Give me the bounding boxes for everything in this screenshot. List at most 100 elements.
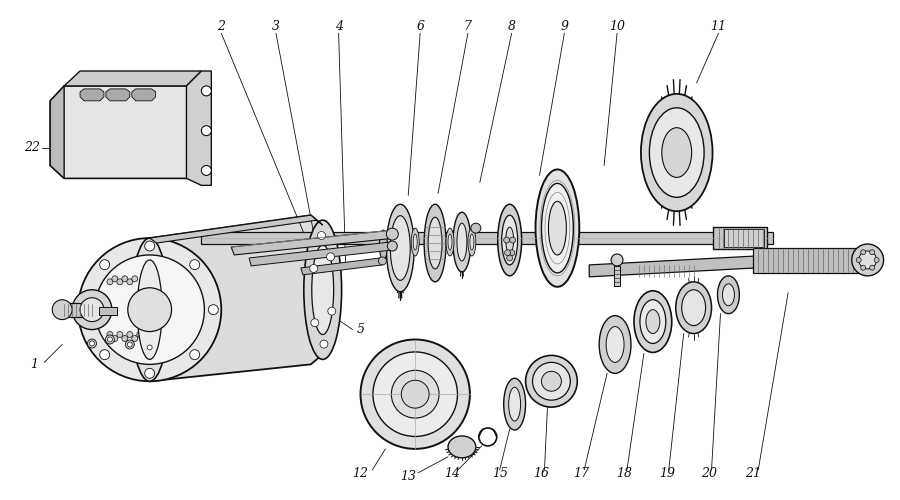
Text: 18: 18 bbox=[616, 468, 632, 480]
Circle shape bbox=[105, 335, 114, 344]
Circle shape bbox=[851, 244, 884, 276]
Ellipse shape bbox=[641, 94, 713, 211]
Circle shape bbox=[107, 279, 112, 285]
Ellipse shape bbox=[542, 372, 562, 391]
Circle shape bbox=[145, 241, 155, 251]
Ellipse shape bbox=[723, 284, 734, 306]
Ellipse shape bbox=[498, 204, 522, 276]
Text: 6: 6 bbox=[416, 20, 424, 33]
Ellipse shape bbox=[453, 212, 471, 272]
Circle shape bbox=[52, 300, 72, 320]
Ellipse shape bbox=[448, 234, 452, 250]
Ellipse shape bbox=[506, 227, 514, 253]
Ellipse shape bbox=[501, 215, 518, 265]
Bar bbox=[92, 296, 152, 324]
Circle shape bbox=[504, 237, 509, 243]
Text: 10: 10 bbox=[609, 20, 626, 33]
Text: 17: 17 bbox=[573, 468, 590, 480]
Text: 7: 7 bbox=[464, 20, 472, 33]
Circle shape bbox=[378, 257, 386, 265]
Text: 22: 22 bbox=[24, 141, 40, 154]
Ellipse shape bbox=[468, 228, 476, 256]
Circle shape bbox=[190, 350, 200, 360]
Text: 1: 1 bbox=[31, 358, 39, 371]
Circle shape bbox=[117, 279, 122, 285]
Ellipse shape bbox=[137, 260, 162, 360]
Text: 21: 21 bbox=[745, 468, 761, 480]
Circle shape bbox=[471, 223, 481, 233]
Circle shape bbox=[190, 260, 200, 270]
Circle shape bbox=[320, 340, 328, 348]
Circle shape bbox=[611, 254, 623, 266]
Ellipse shape bbox=[470, 234, 474, 250]
Ellipse shape bbox=[361, 340, 470, 449]
Ellipse shape bbox=[533, 362, 571, 400]
Polygon shape bbox=[590, 250, 868, 277]
Circle shape bbox=[145, 368, 155, 378]
Circle shape bbox=[112, 336, 118, 342]
Circle shape bbox=[89, 341, 94, 346]
Text: 4: 4 bbox=[335, 20, 343, 33]
Ellipse shape bbox=[526, 356, 577, 407]
Circle shape bbox=[128, 288, 172, 332]
Circle shape bbox=[860, 250, 866, 254]
Ellipse shape bbox=[599, 316, 631, 374]
Bar bbox=[62, 302, 97, 316]
Circle shape bbox=[131, 276, 138, 282]
Circle shape bbox=[386, 228, 399, 240]
Circle shape bbox=[310, 319, 319, 326]
Circle shape bbox=[80, 298, 104, 322]
Ellipse shape bbox=[676, 282, 712, 334]
Circle shape bbox=[100, 350, 110, 360]
Polygon shape bbox=[249, 242, 392, 266]
Ellipse shape bbox=[392, 370, 439, 418]
Ellipse shape bbox=[413, 234, 418, 250]
Ellipse shape bbox=[542, 184, 573, 273]
Circle shape bbox=[127, 279, 133, 285]
Circle shape bbox=[100, 260, 110, 270]
Ellipse shape bbox=[411, 228, 419, 256]
Circle shape bbox=[387, 241, 397, 251]
Circle shape bbox=[145, 343, 154, 352]
Circle shape bbox=[869, 250, 875, 254]
Text: 15: 15 bbox=[491, 468, 508, 480]
Circle shape bbox=[310, 264, 318, 272]
Ellipse shape bbox=[401, 380, 429, 408]
Text: 14: 14 bbox=[444, 468, 460, 480]
Circle shape bbox=[137, 332, 143, 338]
Text: 3: 3 bbox=[272, 20, 280, 33]
Circle shape bbox=[505, 250, 510, 256]
Text: 11: 11 bbox=[710, 20, 726, 33]
Ellipse shape bbox=[646, 310, 660, 334]
Ellipse shape bbox=[391, 216, 410, 280]
Ellipse shape bbox=[457, 223, 467, 261]
Circle shape bbox=[112, 276, 118, 282]
Ellipse shape bbox=[424, 204, 446, 282]
Text: 5: 5 bbox=[356, 323, 365, 336]
Circle shape bbox=[327, 253, 335, 261]
Text: 13: 13 bbox=[400, 470, 416, 483]
Circle shape bbox=[874, 258, 879, 262]
Circle shape bbox=[95, 255, 204, 364]
Circle shape bbox=[202, 166, 211, 175]
Circle shape bbox=[122, 276, 128, 282]
Ellipse shape bbox=[508, 387, 520, 421]
Text: 9: 9 bbox=[561, 20, 569, 33]
Ellipse shape bbox=[536, 170, 580, 287]
Circle shape bbox=[78, 238, 221, 382]
Circle shape bbox=[509, 237, 516, 243]
Circle shape bbox=[141, 336, 148, 342]
Ellipse shape bbox=[386, 204, 414, 292]
Circle shape bbox=[507, 255, 513, 261]
Circle shape bbox=[856, 258, 861, 262]
Ellipse shape bbox=[640, 300, 666, 344]
Circle shape bbox=[81, 304, 91, 314]
Text: 19: 19 bbox=[659, 468, 675, 480]
Polygon shape bbox=[131, 89, 156, 101]
Ellipse shape bbox=[380, 230, 387, 260]
Text: 12: 12 bbox=[353, 468, 368, 480]
Bar bbox=[202, 232, 773, 244]
Bar bbox=[99, 306, 117, 314]
Ellipse shape bbox=[446, 228, 454, 256]
Ellipse shape bbox=[504, 378, 526, 430]
